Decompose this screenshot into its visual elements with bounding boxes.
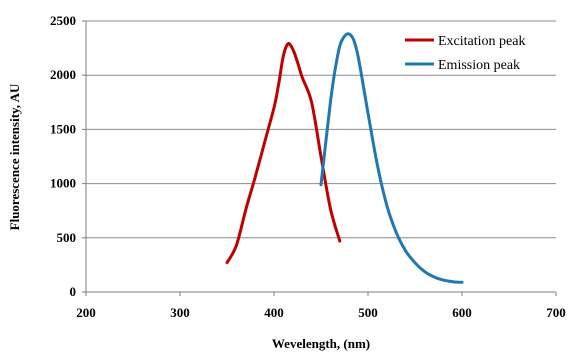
series-emission-line [319, 32, 464, 284]
y-tick-label: 1500 [50, 121, 76, 136]
y-axis-label: Fluorescence intensity, AU [7, 83, 22, 230]
y-tick-label: 500 [57, 230, 77, 245]
legend-label-emission: Emission peak [438, 58, 520, 73]
y-tick-label: 2000 [50, 67, 76, 82]
x-axis-label: Wevelength, (nm) [272, 336, 370, 351]
x-tick-label: 400 [264, 305, 284, 320]
x-tick-label: 600 [452, 305, 472, 320]
y-tick-label: 2500 [50, 13, 76, 28]
series-excitation-line [225, 42, 342, 265]
y-tick-label: 0 [70, 284, 77, 299]
grid-lines [86, 20, 556, 239]
x-tick-label: 300 [170, 305, 190, 320]
legend-label-excitation: Excitation peak [438, 34, 525, 49]
x-tick-label: 500 [358, 305, 378, 320]
legend: Excitation peak Emission peak [405, 34, 525, 73]
x-tick-label: 200 [76, 305, 96, 320]
x-tick-labels: 200 300 400 500 600 700 [76, 305, 566, 320]
axes [82, 20, 557, 296]
series-lines [225, 32, 464, 284]
y-tick-label: 1000 [50, 176, 76, 191]
x-tick-label: 700 [546, 305, 566, 320]
y-tick-labels: 0 500 1000 1500 2000 2500 [50, 13, 76, 299]
